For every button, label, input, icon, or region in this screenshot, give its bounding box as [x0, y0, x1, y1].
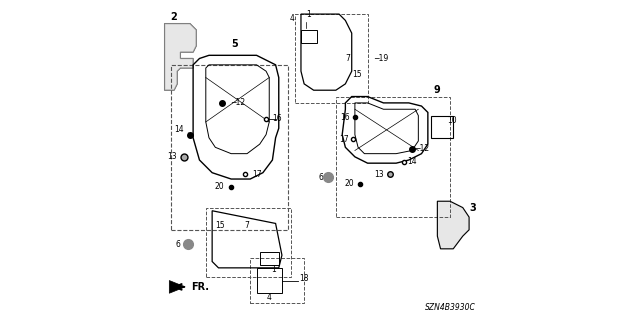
Text: 14: 14	[408, 157, 417, 166]
Text: 16: 16	[340, 113, 350, 122]
Text: 20: 20	[344, 179, 355, 188]
Text: 20: 20	[214, 182, 224, 191]
Text: 7: 7	[244, 220, 249, 229]
Text: 10: 10	[447, 116, 456, 125]
Text: FR.: FR.	[191, 282, 209, 292]
Text: SZN4B3930C: SZN4B3930C	[424, 303, 476, 312]
Text: 6: 6	[175, 240, 180, 249]
Text: 1: 1	[307, 10, 311, 19]
Text: 3: 3	[469, 203, 476, 212]
Text: 18: 18	[300, 275, 309, 284]
Text: 15: 15	[352, 70, 362, 79]
Text: 6: 6	[318, 173, 323, 182]
Text: 4: 4	[290, 14, 294, 23]
Text: 13: 13	[374, 170, 383, 179]
Text: 17: 17	[252, 170, 261, 179]
Text: 9: 9	[434, 85, 441, 95]
Polygon shape	[164, 24, 196, 90]
Text: 5: 5	[231, 39, 237, 49]
Text: 2: 2	[171, 12, 177, 22]
Text: 1: 1	[271, 265, 276, 274]
Text: 4: 4	[267, 293, 272, 302]
Text: 14: 14	[174, 125, 184, 134]
Polygon shape	[437, 201, 469, 249]
Text: 15: 15	[215, 220, 225, 229]
Text: 7: 7	[346, 54, 350, 63]
Text: 13: 13	[168, 152, 177, 161]
Polygon shape	[170, 281, 185, 293]
Text: 16: 16	[273, 114, 282, 123]
Text: 17: 17	[339, 135, 349, 144]
Text: ─12: ─12	[231, 99, 245, 108]
Text: ─19: ─19	[374, 54, 388, 63]
Text: ─12: ─12	[415, 144, 429, 153]
